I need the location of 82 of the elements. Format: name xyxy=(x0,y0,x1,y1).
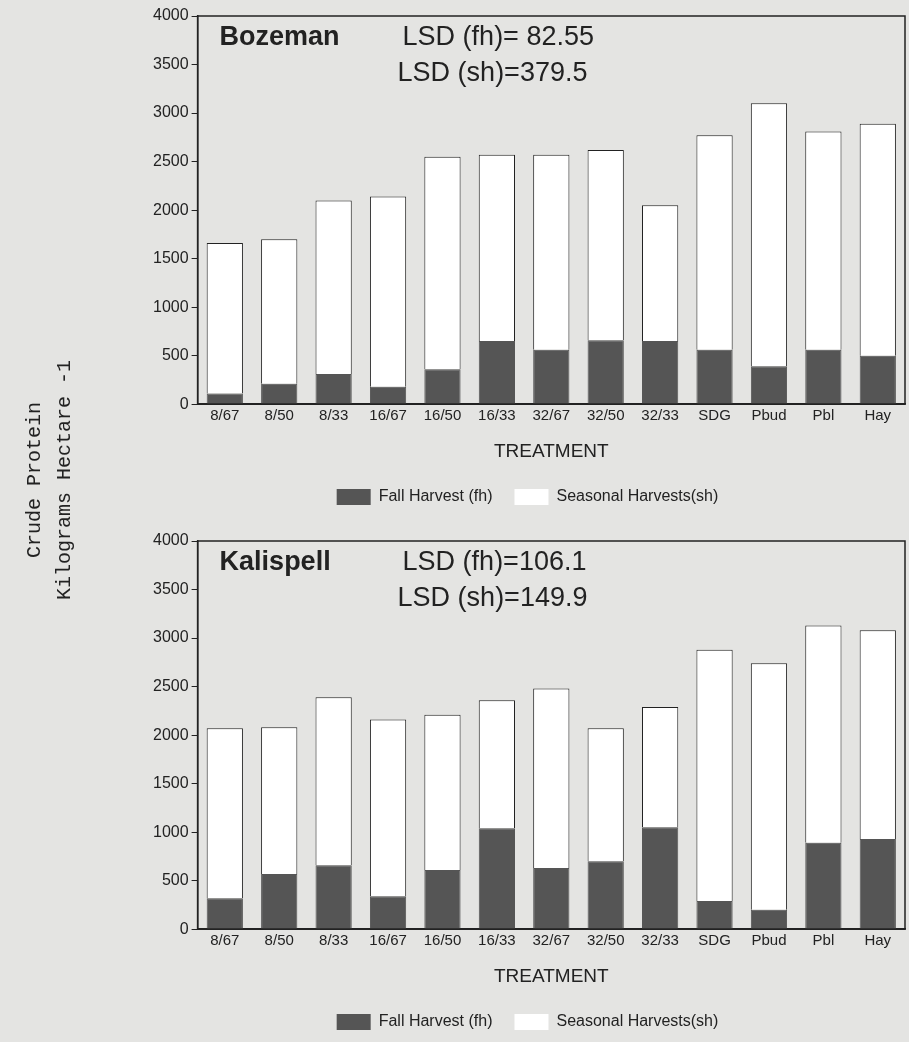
bar xyxy=(424,369,461,404)
annotation: LSD (sh)=149.9 xyxy=(397,581,588,612)
y-tick-label: 3500 xyxy=(153,579,189,597)
x-tick-label: Pbud xyxy=(751,406,787,424)
bar xyxy=(805,349,842,404)
legend-label: Seasonal Harvests(sh) xyxy=(556,487,719,505)
bar xyxy=(696,349,733,404)
y-tick-label: 4000 xyxy=(153,531,189,549)
x-tick-label: 16/33 xyxy=(478,931,516,949)
y-tick-label: 1500 xyxy=(153,249,189,267)
x-tick-label: SDG xyxy=(698,406,731,424)
bar xyxy=(642,827,679,929)
x-tick-label: 32/50 xyxy=(586,406,625,424)
y-tick-label: 3000 xyxy=(153,628,189,646)
x-tick-label: 32/67 xyxy=(532,406,571,424)
x-tick-label: 32/33 xyxy=(641,931,679,949)
x-axis-title: TREATMENT xyxy=(493,964,610,986)
y-axis-title: Crude Protein Kilograms Hectare -1 xyxy=(22,359,77,603)
x-axis-title: TREATMENT xyxy=(493,439,610,461)
y-tick-label: 2000 xyxy=(153,200,189,218)
x-tick-label: Pbl xyxy=(812,406,835,424)
x-tick-label: 16/50 xyxy=(423,931,462,949)
x-tick-label: 32/50 xyxy=(586,931,625,949)
x-tick-label: 8/67 xyxy=(210,931,240,949)
x-tick-label: 8/33 xyxy=(319,406,349,424)
x-tick-label: Hay xyxy=(864,406,892,424)
bar xyxy=(750,909,788,929)
bar xyxy=(587,861,624,929)
annotation: LSD (fh)= 82.55 xyxy=(402,20,594,51)
bar xyxy=(642,341,679,404)
x-tick-label: 8/50 xyxy=(264,931,294,949)
bar xyxy=(369,386,407,404)
bar xyxy=(315,865,352,929)
y-tick-label: 4000 xyxy=(153,6,189,24)
y-tick-label: 2500 xyxy=(153,676,189,694)
chart-title: Bozeman xyxy=(219,20,340,51)
y-tick-label: 2000 xyxy=(153,725,189,743)
y-tick-label: 1500 xyxy=(153,774,189,792)
x-tick-label: 8/67 xyxy=(210,406,240,424)
x-tick-label: 16/67 xyxy=(369,931,407,949)
y-tick-label: 0 xyxy=(179,919,189,937)
bar xyxy=(805,842,842,929)
x-tick-label: 32/67 xyxy=(532,931,571,949)
x-tick-label: 16/67 xyxy=(369,406,407,424)
bar xyxy=(533,349,570,404)
bar xyxy=(696,901,733,929)
x-tick-label: SDG xyxy=(698,931,731,949)
legend-label: Seasonal Harvests(sh) xyxy=(556,1012,719,1030)
y-tick-label: 0 xyxy=(179,394,189,412)
bar xyxy=(859,838,896,929)
bar xyxy=(261,873,298,929)
bar xyxy=(424,870,461,929)
x-tick-label: 16/50 xyxy=(423,406,462,424)
bar xyxy=(750,366,788,404)
y-tick-label: 500 xyxy=(161,871,189,889)
x-tick-label: 32/33 xyxy=(641,406,679,424)
y-tick-label: 1000 xyxy=(153,822,189,840)
x-tick-label: 8/50 xyxy=(264,406,294,424)
bar xyxy=(315,374,352,404)
y-tick-label: 3000 xyxy=(153,103,189,121)
bar xyxy=(261,383,298,404)
y-tick-label: 3500 xyxy=(153,54,189,72)
annotation: LSD (sh)=379.5 xyxy=(397,56,588,87)
bar xyxy=(587,340,624,404)
x-tick-label: Pbl xyxy=(812,931,835,949)
x-tick-label: 8/33 xyxy=(319,931,349,949)
y-tick-label: 1000 xyxy=(153,297,189,315)
y-tick-label: 2500 xyxy=(153,151,189,169)
legend-label: Fall Harvest (fh) xyxy=(378,487,493,505)
x-tick-label: 16/33 xyxy=(478,406,516,424)
x-tick-label: Hay xyxy=(864,931,892,949)
y-tick-label: 500 xyxy=(161,346,189,364)
bar xyxy=(206,898,243,929)
annotation: LSD (fh)=106.1 xyxy=(402,545,587,576)
legend-label: Fall Harvest (fh) xyxy=(378,1012,493,1030)
chart-title: Kalispell xyxy=(219,545,331,576)
bar xyxy=(859,355,896,404)
bar xyxy=(478,341,515,404)
bar xyxy=(533,868,570,929)
bar xyxy=(478,828,515,929)
bar xyxy=(369,896,407,929)
x-tick-label: Pbud xyxy=(751,931,787,949)
